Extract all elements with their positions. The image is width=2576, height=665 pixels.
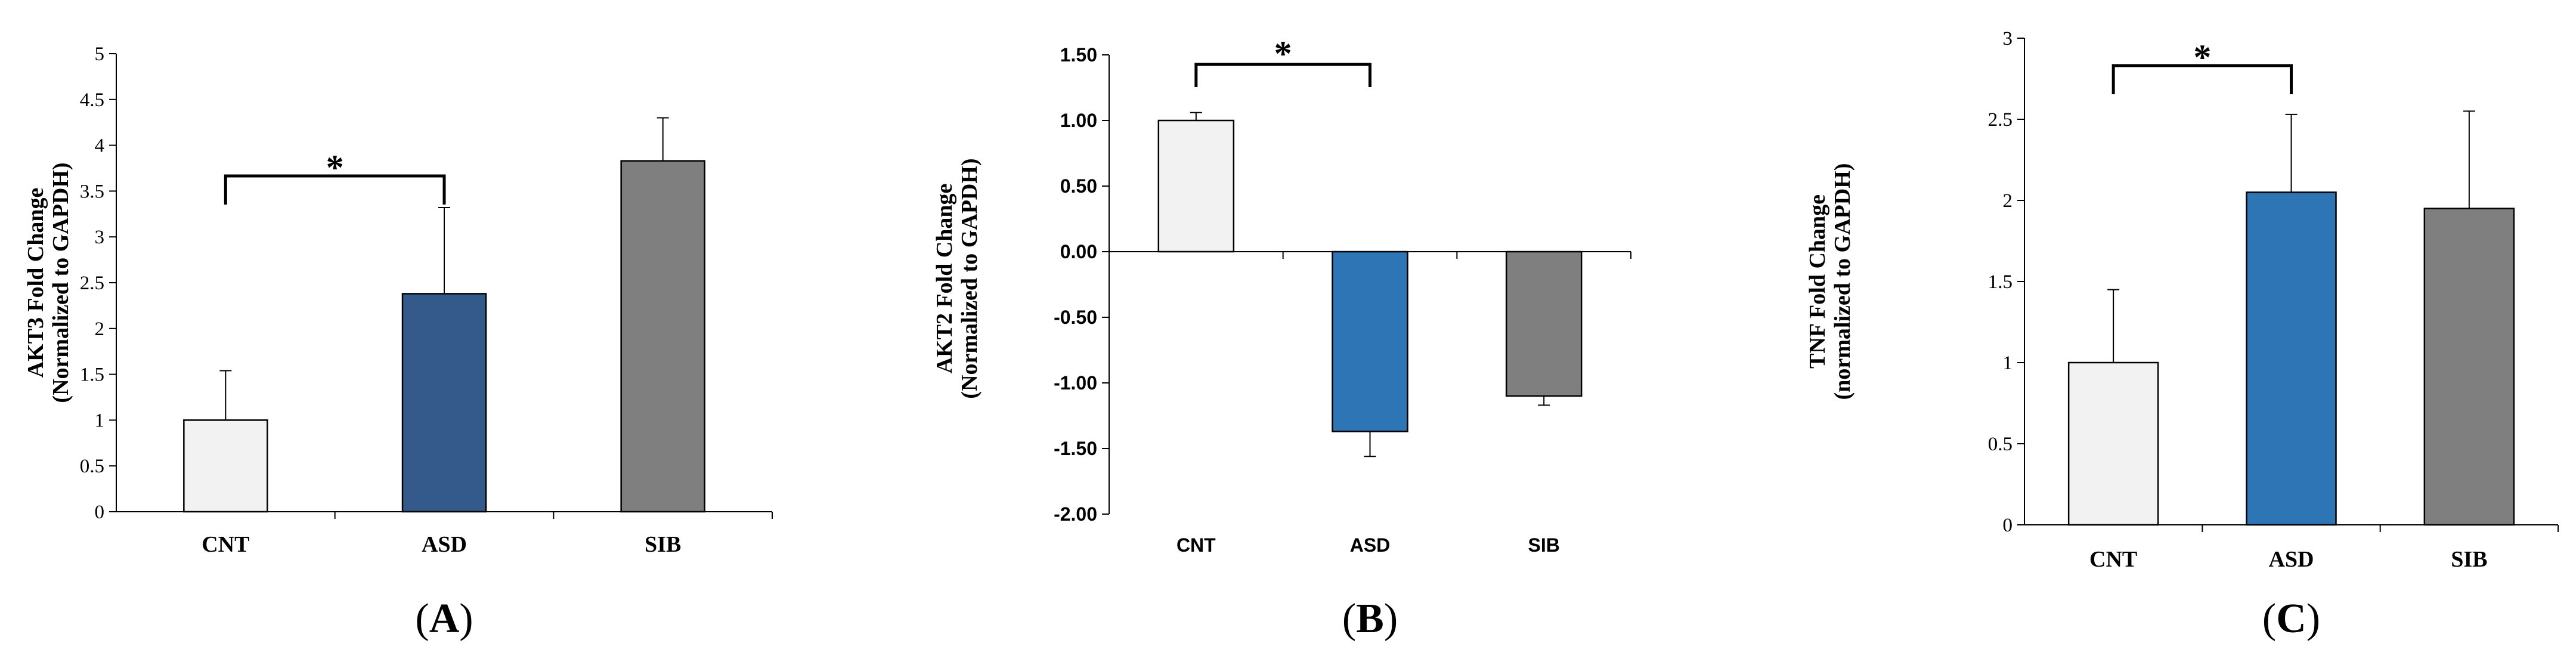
bar-asd bbox=[401, 293, 487, 513]
panel-letter: A bbox=[429, 596, 460, 642]
y-tick-label: 3 bbox=[95, 227, 105, 248]
y-axis-title: AKT3 Fold Change(Normalized to GAPDH) bbox=[23, 162, 73, 403]
y-axis-title: AKT2 Fold Change(Normalized to GAPDH) bbox=[932, 158, 982, 398]
y-axis-title-line1: AKT3 Fold Change bbox=[23, 188, 48, 378]
panel-label-b: (B) bbox=[1342, 596, 1398, 642]
y-tick-label: 4.5 bbox=[80, 89, 104, 111]
category-label-sib: SIB bbox=[645, 532, 681, 557]
panel-label-c: (C) bbox=[2262, 596, 2320, 642]
significance-bracket bbox=[224, 174, 446, 205]
y-tick-label: 3.5 bbox=[80, 181, 104, 202]
y-axis-title-line2: (Normalized to GAPDH) bbox=[957, 158, 982, 398]
y-axis-title-line2: (normalized to GAPDH) bbox=[1830, 163, 1855, 400]
y-tick-label: 2.5 bbox=[80, 273, 104, 294]
category-label-sib: SIB bbox=[1528, 534, 1559, 556]
y-tick-label: 1.00 bbox=[1060, 110, 1097, 131]
y-tick-label: 3 bbox=[2003, 28, 2013, 50]
chart-panel-b: -2.00 -1.50 -1.00 -0.50 0.00 0.50 1.00 1.50 CNT A… bbox=[932, 34, 1631, 642]
y-tick-label: 0.5 bbox=[1988, 434, 2012, 455]
chart-panel-c: 0 0.5 1 1.5 2 2.5 3 CNT ASD SIB * TNF Fold Change(n… bbox=[1805, 28, 2559, 642]
category-label-asd: ASD bbox=[422, 532, 467, 557]
y-tick-label: 0.00 bbox=[1060, 241, 1097, 262]
significance-star: * bbox=[2193, 38, 2211, 77]
category-label-cnt: CNT bbox=[202, 532, 249, 557]
bar-cnt bbox=[1157, 119, 1235, 253]
category-label-asd: ASD bbox=[1350, 534, 1391, 556]
chart-panel-a: 0 0.5 1 1.5 2 2.5 3 3.5 4 4.5 5 CNT ASD SIB * AKT3 Fold… bbox=[23, 44, 773, 642]
bar-sib bbox=[1505, 250, 1583, 397]
significance-star: * bbox=[326, 148, 344, 187]
y-tick-label: -0.50 bbox=[1054, 307, 1097, 328]
y-axis-title-line2: (Normalized to GAPDH) bbox=[48, 162, 73, 403]
y-axis-title-line1: AKT2 Fold Change bbox=[932, 184, 957, 374]
y-tick-label: 2 bbox=[2003, 190, 2013, 212]
significance-star: * bbox=[1274, 34, 1292, 73]
y-tick-label: 1.5 bbox=[80, 364, 104, 386]
bar-asd bbox=[1332, 250, 1408, 432]
y-tick-label: -1.00 bbox=[1054, 372, 1097, 394]
y-tick-label: 4 bbox=[95, 135, 105, 157]
significance-bracket bbox=[1194, 63, 1371, 87]
y-axis-title-line1: TNF Fold Change bbox=[1805, 194, 1830, 369]
bar-cnt bbox=[2067, 361, 2159, 526]
y-tick-label: 1 bbox=[95, 410, 105, 431]
panel-letter: C bbox=[2276, 596, 2306, 642]
y-tick-label: 2 bbox=[95, 318, 105, 340]
y-tick-label: 1.5 bbox=[1988, 271, 2012, 293]
y-tick-label: 2.5 bbox=[1988, 109, 2012, 131]
bar-sib bbox=[2423, 208, 2515, 526]
y-tick-label: 0 bbox=[2003, 515, 2013, 536]
y-axis-title: TNF Fold Change(normalized to GAPDH) bbox=[1805, 163, 1855, 400]
panel-label-a: (A) bbox=[415, 596, 473, 642]
y-tick-label: 0.5 bbox=[80, 456, 104, 477]
category-label-asd: ASD bbox=[2268, 547, 2314, 572]
y-tick-label: 1.50 bbox=[1060, 44, 1097, 66]
bar-sib bbox=[620, 160, 705, 513]
y-tick-label: -2.00 bbox=[1054, 503, 1097, 525]
category-label-sib: SIB bbox=[2451, 547, 2487, 572]
bar-cnt bbox=[183, 419, 268, 513]
y-tick-label: -1.50 bbox=[1054, 438, 1097, 459]
category-label-cnt: CNT bbox=[2089, 547, 2137, 572]
y-tick-label: 5 bbox=[95, 44, 105, 65]
panel-letter: B bbox=[1356, 596, 1384, 642]
category-label-cnt: CNT bbox=[1176, 534, 1216, 556]
y-tick-label: 1 bbox=[2003, 352, 2013, 374]
y-tick-label: 0.50 bbox=[1060, 175, 1097, 197]
significance-bracket bbox=[2111, 64, 2293, 94]
bar-asd bbox=[2246, 191, 2337, 526]
y-tick-label: 0 bbox=[95, 502, 105, 523]
